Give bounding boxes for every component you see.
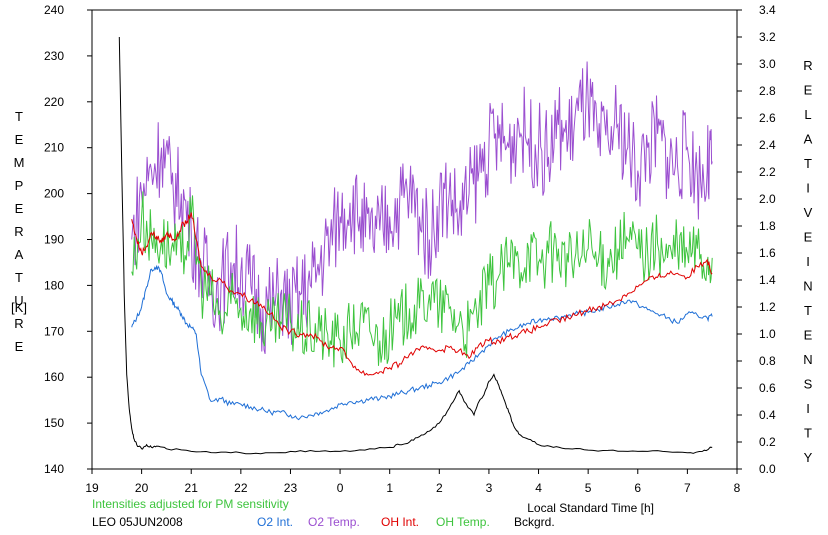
left-tick-label: 170 — [44, 324, 64, 338]
legend: O2 Int. O2 Temp. OH Int. OH Temp. Bckgrd. — [257, 515, 555, 529]
right-tick-label: 1.4 — [759, 273, 776, 287]
right-axis-label-letter: I — [806, 181, 810, 196]
x-tick-label: 23 — [284, 481, 298, 495]
x-tick-label: 20 — [135, 481, 149, 495]
right-tick-label: 3.4 — [759, 3, 776, 17]
right-tick-label: 1.2 — [759, 300, 776, 314]
right-axis-label-letter: E — [804, 230, 813, 245]
left-axis-unit: [K] — [11, 300, 27, 315]
x-tick-label: 2 — [436, 481, 443, 495]
right-tick-label: 1.8 — [759, 219, 776, 233]
right-tick-label: 1.0 — [759, 327, 776, 341]
legend-entry: OH Int. — [381, 515, 419, 529]
x-tick-label: 5 — [585, 481, 592, 495]
right-tick-label: 0.4 — [759, 408, 776, 422]
left-axis-label-letter: U — [14, 293, 23, 308]
right-tick-label: 2.0 — [759, 192, 776, 206]
legend-entry: Bckgrd. — [514, 515, 555, 529]
x-tick-label: 1 — [386, 481, 393, 495]
x-tick-label: 3 — [486, 481, 493, 495]
right-tick-label: 2.4 — [759, 138, 776, 152]
left-axis-label-letter: T — [15, 270, 23, 285]
x-tick-label: 7 — [684, 481, 691, 495]
left-axis: 140 150 160 170 180 190 200 210 220 230 240 — [44, 3, 92, 476]
x-axis: 19 20 21 22 23 0 1 2 3 4 5 6 7 8 — [85, 469, 741, 495]
right-tick-label: 2.8 — [759, 84, 776, 98]
right-tick-label: 0.0 — [759, 462, 776, 476]
right-axis-label-letter: I — [806, 254, 810, 269]
left-tick-label: 150 — [44, 416, 64, 430]
x-tick-label: 0 — [337, 481, 344, 495]
right-axis-label-letter: T — [804, 303, 812, 318]
series-line — [118, 36, 713, 455]
legend-entry: O2 Int. — [257, 515, 293, 529]
right-tick-label: 0.6 — [759, 381, 776, 395]
right-tick-label: 1.6 — [759, 246, 776, 260]
series-layer — [118, 36, 713, 455]
left-tick-label: 210 — [44, 141, 64, 155]
right-axis-label-letter: T — [804, 426, 812, 441]
right-axis-label-letter: L — [804, 107, 811, 122]
series-line — [131, 61, 713, 355]
x-tick-label: 8 — [734, 481, 741, 495]
x-axis-title: Local Standard Time [h] — [527, 501, 654, 515]
x-tick-label: 6 — [634, 481, 641, 495]
left-tick-label: 140 — [44, 462, 64, 476]
left-tick-label: 180 — [44, 278, 64, 292]
left-tick-label: 160 — [44, 370, 64, 384]
left-axis-label-letter: E — [15, 339, 24, 354]
left-tick-label: 220 — [44, 95, 64, 109]
right-axis-label-letter: E — [804, 328, 813, 343]
left-tick-label: 200 — [44, 187, 64, 201]
series-line — [131, 264, 713, 421]
legend-entry: O2 Temp. — [308, 515, 360, 529]
right-axis-label-letter: S — [804, 377, 813, 392]
station-text: LEO 05JUN2008 — [92, 515, 183, 529]
right-tick-label: 0.2 — [759, 435, 776, 449]
right-axis-label-letter: V — [804, 205, 813, 220]
x-tick-label: 19 — [85, 481, 99, 495]
right-axis-label-letter: Y — [804, 450, 813, 465]
right-axis-label-letter: I — [806, 401, 810, 416]
left-axis-label-letter: E — [15, 201, 24, 216]
right-axis-label-letter: A — [804, 132, 813, 147]
left-axis-label-letter: A — [15, 247, 24, 262]
series-line — [131, 191, 713, 368]
right-axis-label-letter: R — [803, 58, 812, 73]
right-axis-label-letter: N — [803, 279, 812, 294]
note-text: Intensities adjusted for PM sensitivity — [92, 497, 289, 511]
left-tick-label: 230 — [44, 49, 64, 63]
left-tick-label: 190 — [44, 233, 64, 247]
right-tick-label: 2.6 — [759, 111, 776, 125]
x-tick-label: 22 — [234, 481, 248, 495]
left-axis-label-letter: R — [14, 224, 23, 239]
right-tick-label: 2.2 — [759, 165, 776, 179]
left-tick-label: 240 — [44, 3, 64, 17]
x-tick-label: 21 — [185, 481, 199, 495]
legend-entry: OH Temp. — [436, 515, 490, 529]
left-axis-label-letter: E — [15, 132, 24, 147]
x-tick-label: 4 — [535, 481, 542, 495]
right-tick-label: 3.2 — [759, 30, 776, 44]
right-axis-label-letter: E — [804, 83, 813, 98]
left-axis-label-letter: P — [15, 178, 24, 193]
right-tick-label: 0.8 — [759, 354, 776, 368]
left-axis-label-letter: M — [14, 155, 25, 170]
series-line — [131, 212, 713, 376]
right-axis-label-letter: T — [804, 156, 812, 171]
right-axis: 0.0 0.2 0.4 0.6 0.8 1.0 1.2 1.4 1.6 1.8 2.0 2.2 2.4 2… — [737, 3, 776, 476]
right-tick-label: 3.0 — [759, 57, 776, 71]
left-axis-label-letter: T — [15, 109, 23, 124]
left-axis-label-letter: R — [14, 316, 23, 331]
right-axis-label-letter: N — [803, 352, 812, 367]
